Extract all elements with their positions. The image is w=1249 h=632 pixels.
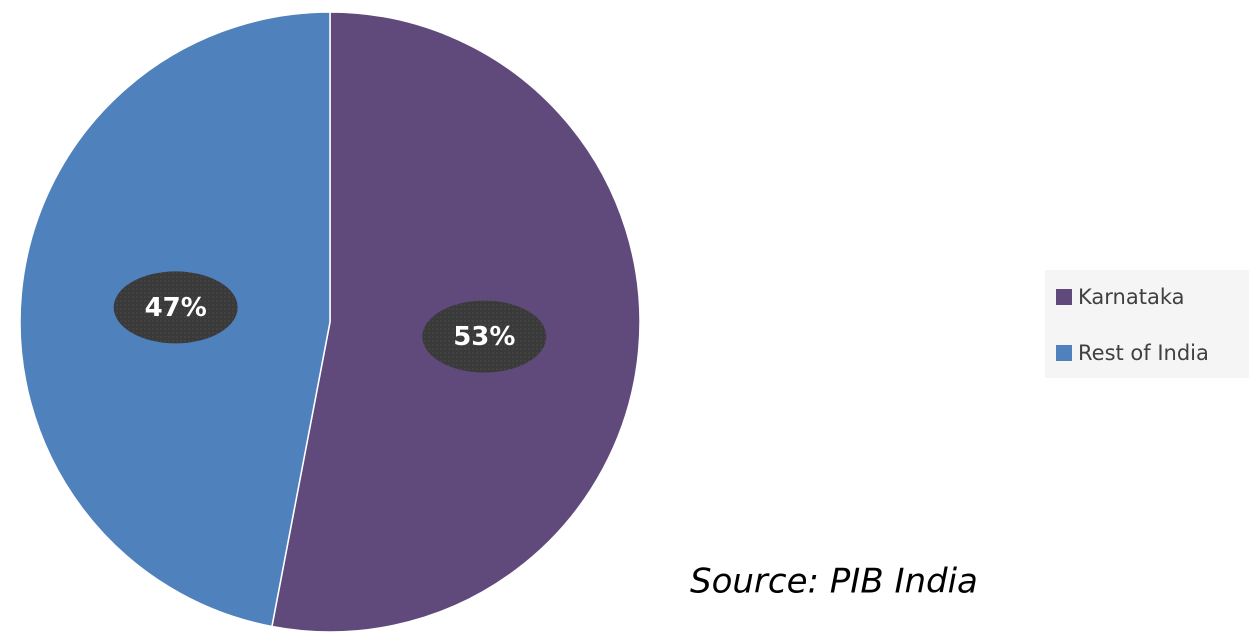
legend-swatch [1056, 345, 1072, 361]
data-label-bg [422, 300, 547, 373]
legend-swatch [1056, 289, 1072, 305]
legend-box [1045, 270, 1249, 378]
data-label-bg [113, 271, 238, 344]
legend-label: Rest of India [1078, 341, 1209, 365]
legend-label: Karnataka [1078, 285, 1184, 309]
annotation: Source: PIB India [690, 562, 978, 602]
data-label: 53% [453, 322, 515, 352]
data-label: 47% [145, 293, 207, 323]
